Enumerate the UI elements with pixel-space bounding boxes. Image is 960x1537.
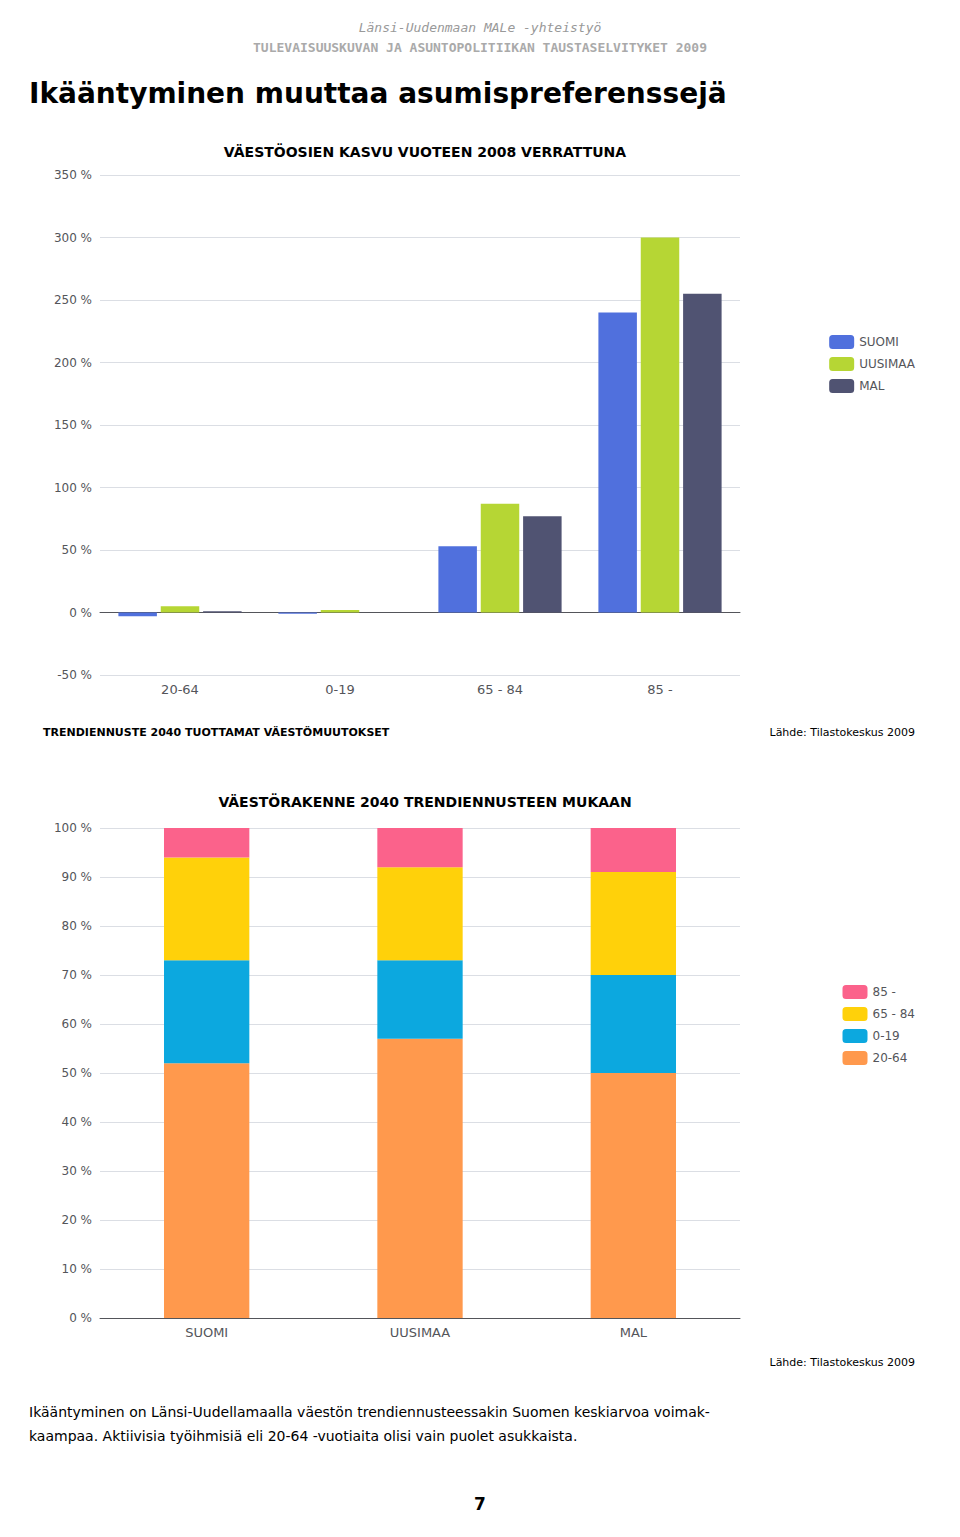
svg-text:50 %: 50 %: [62, 1066, 93, 1080]
svg-text:80 %: 80 %: [62, 919, 93, 933]
svg-text:Länsi-Uudenmaan MALe -yhteisty: Länsi-Uudenmaan MALe -yhteistyö: [359, 20, 602, 35]
svg-text:-50 %: -50 %: [57, 668, 92, 682]
svg-text:0-19: 0-19: [873, 1029, 900, 1043]
svg-text:7: 7: [474, 1494, 486, 1514]
svg-text:50 %: 50 %: [62, 543, 93, 557]
svg-text:350 %: 350 %: [54, 168, 92, 182]
svg-text:70 %: 70 %: [62, 968, 93, 982]
svg-text:TRENDIENNUSTE 2040 TUOTTAMAT V: TRENDIENNUSTE 2040 TUOTTAMAT VÄESTÖMUUTO…: [43, 725, 390, 739]
svg-text:30 %: 30 %: [62, 1164, 93, 1178]
svg-text:Lähde: Tilastokeskus 2009: Lähde: Tilastokeskus 2009: [769, 1356, 915, 1369]
svg-text:20 %: 20 %: [62, 1213, 93, 1227]
svg-text:SUOMI: SUOMI: [185, 1325, 228, 1340]
svg-text:MAL: MAL: [859, 379, 885, 393]
svg-text:Lähde: Tilastokeskus 2009: Lähde: Tilastokeskus 2009: [769, 726, 915, 739]
svg-text:200 %: 200 %: [54, 356, 92, 370]
svg-text:60 %: 60 %: [62, 1017, 93, 1031]
svg-text:SUOMI: SUOMI: [859, 335, 899, 349]
svg-text:0 %: 0 %: [69, 1311, 92, 1325]
svg-text:100 %: 100 %: [54, 481, 92, 495]
svg-text:MAL: MAL: [620, 1325, 648, 1340]
svg-text:250 %: 250 %: [54, 293, 92, 307]
svg-text:65 - 84: 65 - 84: [477, 682, 523, 697]
svg-text:65 - 84: 65 - 84: [873, 1007, 916, 1021]
svg-text:0 %: 0 %: [69, 606, 92, 620]
svg-text:10 %: 10 %: [62, 1262, 93, 1276]
svg-text:40 %: 40 %: [62, 1115, 93, 1129]
svg-text:Ikääntyminen on Länsi-Uudellam: Ikääntyminen on Länsi-Uudellamaalla väes…: [29, 1404, 710, 1420]
svg-text:85 -: 85 -: [873, 985, 896, 999]
svg-text:UUSIMAA: UUSIMAA: [859, 357, 916, 371]
svg-text:20-64: 20-64: [873, 1051, 908, 1065]
svg-text:150 %: 150 %: [54, 418, 92, 432]
svg-text:TULEVAISUUSKUVAN JA ASUNTOPOLI: TULEVAISUUSKUVAN JA ASUNTOPOLITIIKAN TAU…: [253, 40, 707, 55]
svg-text:kaampaa. Aktiivisia työihmisiä: kaampaa. Aktiivisia työihmisiä eli 20-64…: [29, 1428, 577, 1444]
svg-text:VÄESTÖRAKENNE 2040 TRENDIENNUS: VÄESTÖRAKENNE 2040 TRENDIENNUSTEEN MUKAA…: [218, 793, 631, 810]
svg-text:85 -: 85 -: [647, 682, 673, 697]
svg-text:100 %: 100 %: [54, 821, 92, 835]
svg-text:90 %: 90 %: [62, 870, 93, 884]
svg-text:VÄESTÖOSIEN KASVU VUOTEEN 2008: VÄESTÖOSIEN KASVU VUOTEEN 2008 VERRATTUN…: [224, 143, 626, 160]
svg-text:UUSIMAA: UUSIMAA: [390, 1325, 451, 1340]
svg-text:300 %: 300 %: [54, 231, 92, 245]
svg-text:0-19: 0-19: [325, 682, 355, 697]
svg-text:Ikääntyminen muuttaa asumispre: Ikääntyminen muuttaa asumispreferenssejä: [29, 77, 727, 110]
svg-text:20-64: 20-64: [161, 682, 199, 697]
